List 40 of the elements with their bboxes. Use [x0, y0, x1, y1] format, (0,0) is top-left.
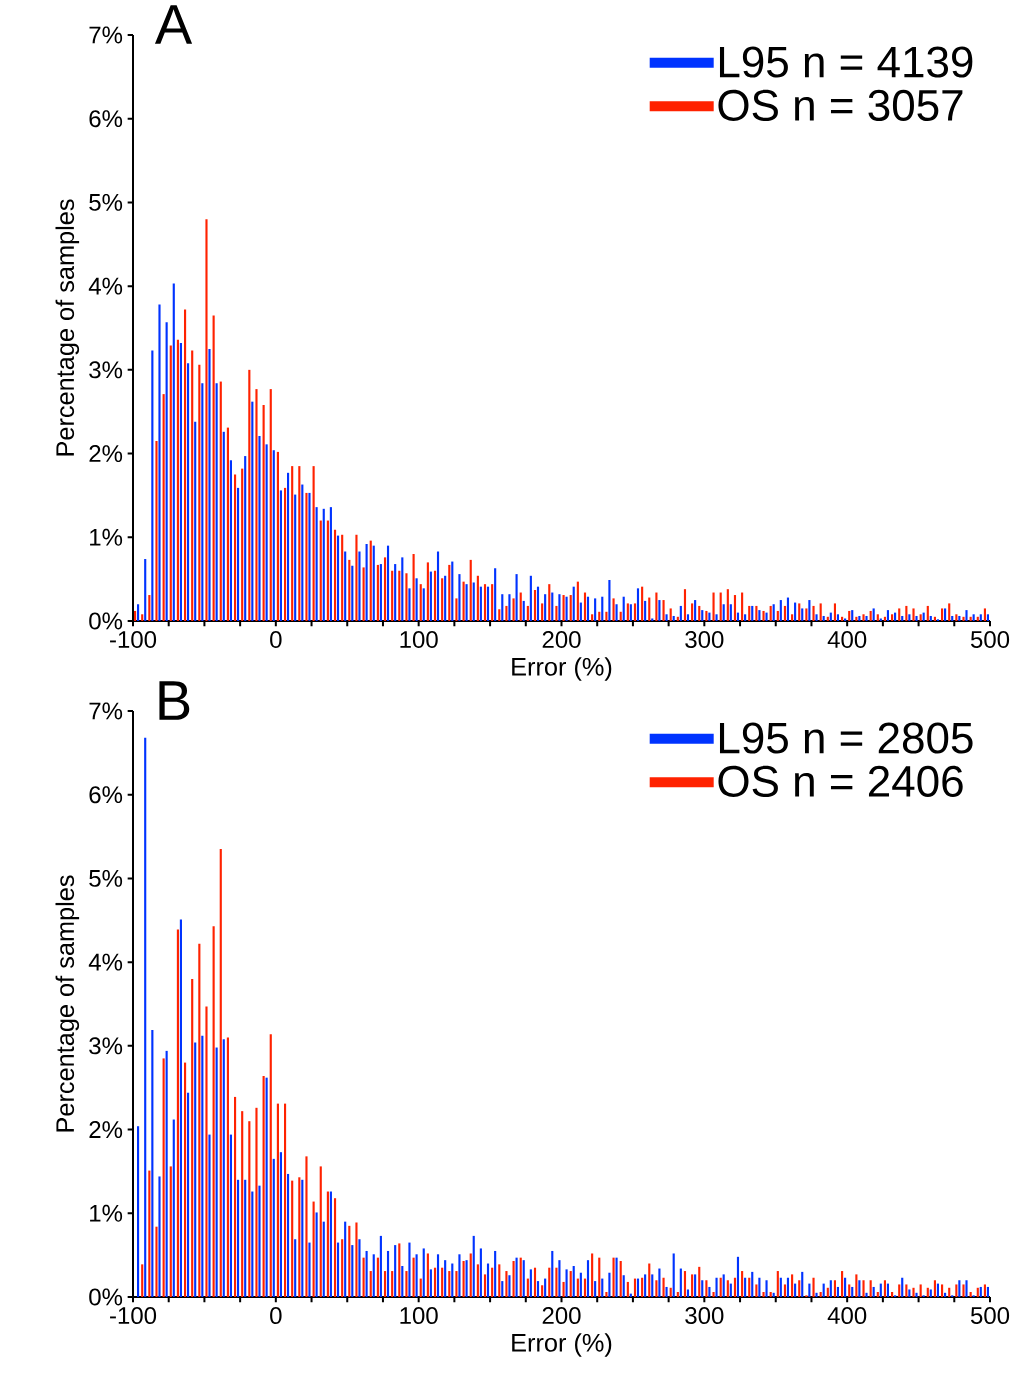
x-tick-label: 400 — [827, 631, 867, 649]
legend-label: L95 n = 4139 — [719, 46, 973, 78]
x-tick-label: 400 — [827, 1307, 867, 1325]
x-tick-label: -100 — [110, 631, 157, 649]
y-tick-label: 6% — [89, 110, 123, 128]
y-tick-label: 4% — [88, 277, 123, 295]
y-axis-title: Percentage of samples — [55, 199, 80, 456]
y-tick-label: 3% — [89, 1037, 123, 1055]
x-tick-label: 300 — [685, 1307, 724, 1325]
x-axis-title: Error (%) — [512, 1333, 612, 1357]
y-tick-label: 5% — [89, 193, 123, 211]
y-tick-label: 2% — [89, 1121, 123, 1139]
x-tick-label: 200 — [542, 1307, 581, 1325]
x-tick-label: 100 — [400, 631, 438, 649]
y-tick-label: 7% — [89, 26, 123, 44]
y-tick-label: 0% — [89, 612, 123, 630]
x-tick-label: 300 — [685, 631, 724, 649]
legend-label: OS n = 3057 — [718, 89, 963, 121]
x-tick-label: 0 — [270, 1307, 282, 1325]
y-tick-label: 4% — [88, 953, 123, 971]
x-tick-label: 500 — [970, 1307, 1010, 1325]
y-tick-label: 1% — [90, 1204, 123, 1222]
legend-label: OS n = 2406 — [718, 765, 963, 797]
x-axis-title: Error (%) — [512, 657, 612, 681]
x-tick-label: 100 — [400, 1307, 438, 1325]
y-tick-label: 5% — [89, 869, 123, 887]
x-tick-label: 0 — [270, 631, 282, 649]
legend-label: L95 n = 2805 — [719, 722, 973, 754]
x-tick-label: -100 — [110, 1307, 157, 1325]
chart-title: B — [159, 681, 190, 720]
x-tick-label: 500 — [970, 631, 1010, 649]
y-tick-label: 6% — [89, 786, 123, 804]
y-tick-label: 7% — [89, 702, 123, 720]
y-tick-label: 0% — [89, 1288, 123, 1306]
chart-title: A — [154, 5, 193, 44]
y-tick-label: 2% — [89, 445, 123, 463]
y-tick-label: 3% — [89, 361, 123, 379]
y-axis-title: Percentage of samples — [55, 875, 80, 1132]
x-tick-label: 200 — [542, 631, 581, 649]
y-tick-label: 1% — [90, 528, 123, 546]
